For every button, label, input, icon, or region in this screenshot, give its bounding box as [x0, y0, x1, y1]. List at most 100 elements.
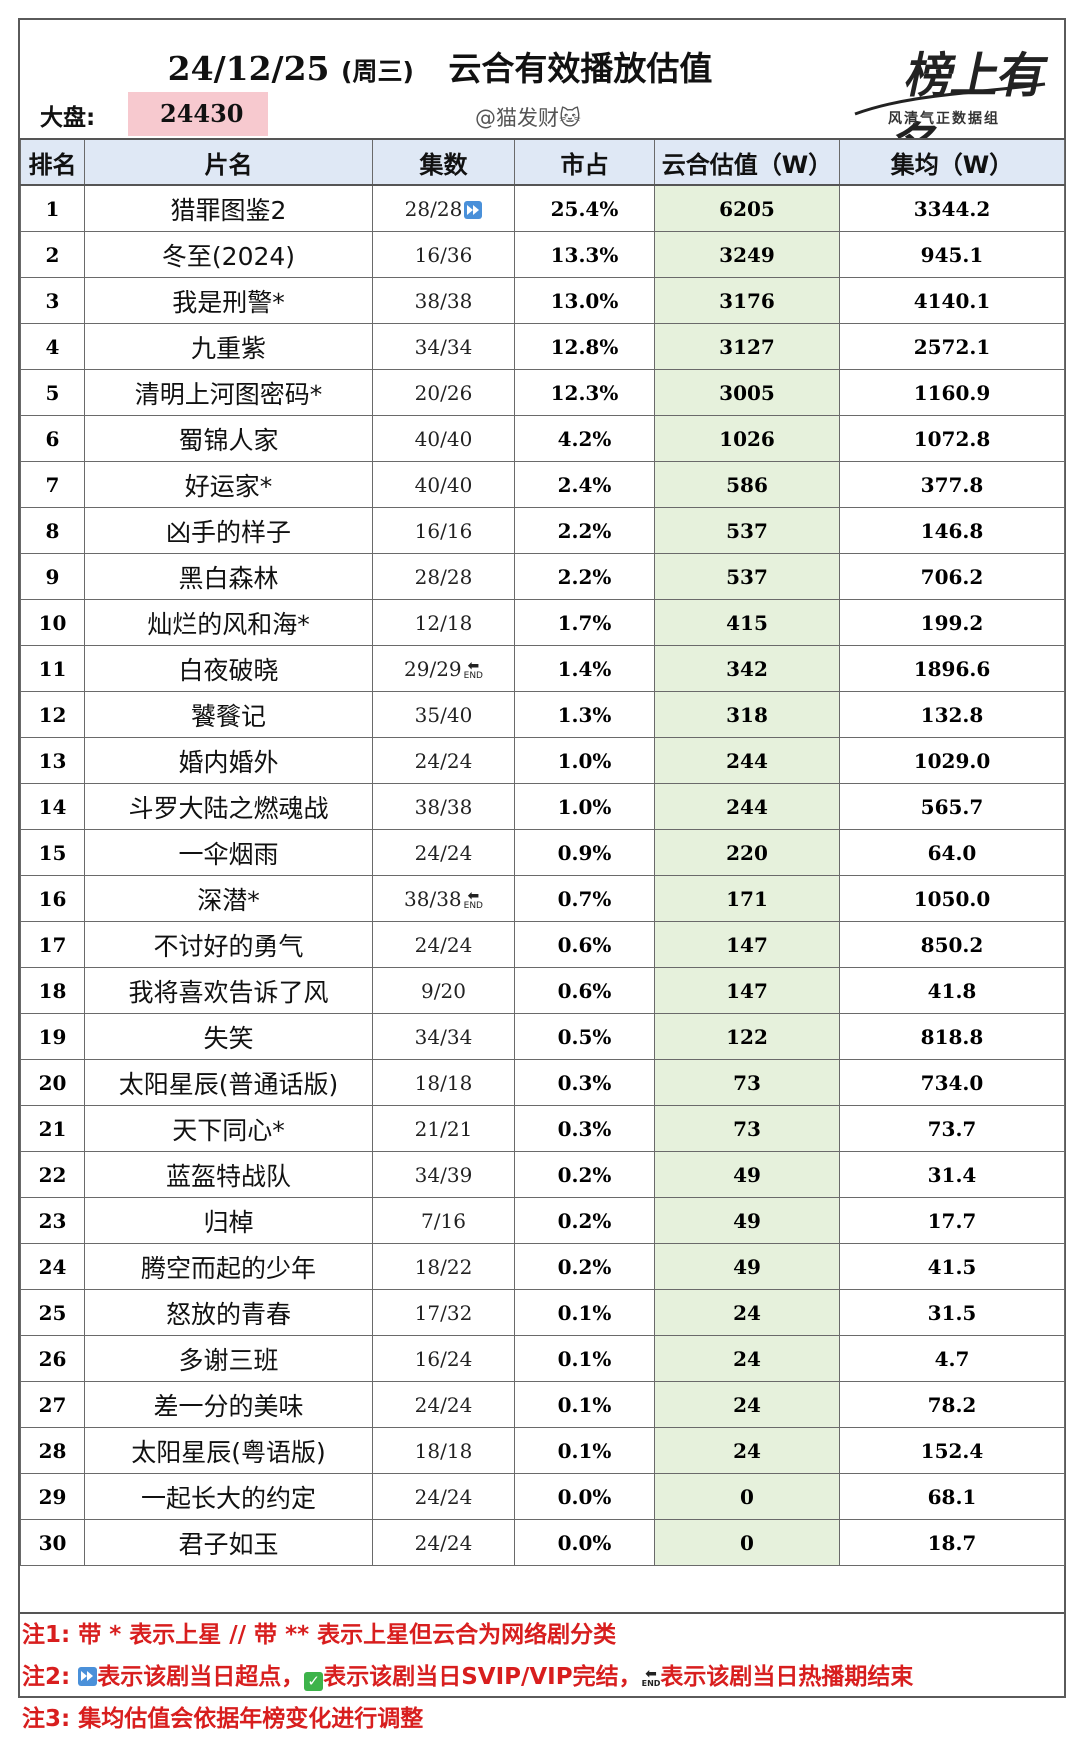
cell-value: 537: [654, 553, 840, 600]
table-row: 28 太阳星辰(粤语版) 18/18 0.1% 24 152.4: [20, 1427, 1065, 1474]
cell-rank-text: 16: [38, 886, 67, 911]
table-row: 27 差一分的美味 24/24 0.1% 24 78.2: [20, 1381, 1065, 1428]
cell-rank: 17: [20, 921, 85, 968]
cell-name-text: 一起长大的约定: [140, 1483, 316, 1513]
cell-value: 220: [654, 829, 840, 876]
cell-episodes-text: 24/24: [414, 1530, 473, 1555]
cell-rank: 18: [20, 967, 85, 1014]
cell-episodes-text: 40/40: [414, 472, 473, 497]
table-row: 17 不讨好的勇气 24/24 0.6% 147 850.2: [20, 921, 1065, 968]
table-row: 8 凶手的样子 16/16 2.2% 537 146.8: [20, 507, 1065, 554]
cell-episodes-text: 34/34: [414, 1024, 473, 1049]
cell-avg: 146.8: [839, 507, 1065, 554]
cell-name: 君子如玉: [84, 1519, 373, 1566]
cell-share-text: 0.1%: [557, 1300, 612, 1325]
cell-name: 冬至(2024): [84, 231, 373, 278]
cell-avg-text: 18.7: [927, 1530, 977, 1555]
cell-name: 多谢三班: [84, 1335, 373, 1382]
cell-share-text: 0.7%: [557, 886, 612, 911]
cell-name: 失笑: [84, 1013, 373, 1060]
cell-name: 婚内婚外: [84, 737, 373, 784]
cell-name-text: 天下同心*: [172, 1115, 285, 1145]
cell-value: 0: [654, 1473, 840, 1520]
cell-rank-text: 14: [38, 794, 67, 819]
cell-episodes-text: 16/36: [414, 242, 473, 267]
cell-episodes: 24/24: [372, 737, 515, 784]
cell-episodes: 18/18: [372, 1427, 515, 1474]
cell-value-text: 244: [726, 748, 768, 773]
cell-episodes-text: 34/34: [414, 334, 473, 359]
table-header-row: 排名 片名 集数 市占 云合估值（W） 集均（W）: [20, 138, 1065, 186]
cell-share: 0.5%: [514, 1013, 655, 1060]
cell-name-text: 太阳星辰(粤语版): [131, 1437, 326, 1467]
cell-rank: 9: [20, 553, 85, 600]
cell-rank: 20: [20, 1059, 85, 1106]
cell-name-text: 蜀锦人家: [178, 425, 279, 455]
cell-rank: 23: [20, 1197, 85, 1244]
cell-avg: 31.5: [839, 1289, 1065, 1336]
cell-value-text: 171: [726, 886, 768, 911]
cell-name: 差一分的美味: [84, 1381, 373, 1428]
cell-episodes: 38/38: [372, 783, 515, 830]
cell-avg: 1160.9: [839, 369, 1065, 416]
cell-name-text: 怒放的青春: [165, 1299, 291, 1329]
cell-name-text: 太阳星辰(普通话版): [118, 1069, 339, 1099]
cell-share-text: 0.1%: [557, 1438, 612, 1463]
title-weekday: (周三): [341, 57, 414, 86]
cell-episodes: 34/34: [372, 1013, 515, 1060]
table-row: 19 失笑 34/34 0.5% 122 818.8: [20, 1013, 1065, 1060]
cell-name: 一起长大的约定: [84, 1473, 373, 1520]
cell-name-text: 灿烂的风和海*: [147, 609, 310, 639]
cell-value: 1026: [654, 415, 840, 462]
note-3: 注3: 集均估值会依据年榜变化进行调整: [20, 1698, 1064, 1740]
cell-avg-text: 132.8: [920, 702, 984, 727]
cell-rank-text: 1: [45, 196, 60, 221]
cell-rank-text: 6: [45, 426, 60, 451]
cell-share-text: 0.3%: [557, 1070, 612, 1095]
cell-name-text: 婚内婚外: [178, 747, 279, 777]
cell-rank-text: 17: [38, 932, 67, 957]
cell-avg: 945.1: [839, 231, 1065, 278]
table-row: 13 婚内婚外 24/24 1.0% 244 1029.0: [20, 737, 1065, 784]
cell-episodes: 40/40: [372, 415, 515, 462]
cell-value-text: 49: [733, 1162, 761, 1187]
ranking-table: 排名 片名 集数 市占 云合估值（W） 集均（W） 1 猎罪图鉴2 28/28 25.…: [20, 138, 1065, 1566]
cell-share-text: 2.4%: [557, 472, 612, 497]
table-row: 29 一起长大的约定 24/24 0.0% 0 68.1: [20, 1473, 1065, 1520]
cell-rank: 25: [20, 1289, 85, 1336]
cell-rank: 8: [20, 507, 85, 554]
cell-rank: 1: [20, 184, 85, 232]
cell-share-text: 2.2%: [557, 564, 612, 589]
cell-value: 3249: [654, 231, 840, 278]
title-text: 云合有效播放估值: [448, 49, 713, 88]
end-arrow-icon: ⬅ END: [641, 1666, 661, 1688]
cell-episodes: 16/36: [372, 231, 515, 278]
note-2-part2: 表示该剧当日SVIP/VIP完结，: [323, 1664, 642, 1690]
cell-share: 1.4%: [514, 645, 655, 692]
cell-avg: 4140.1: [839, 277, 1065, 324]
cell-share-text: 0.1%: [557, 1392, 612, 1417]
dapan-value: 24430: [128, 92, 268, 136]
cell-avg-text: 945.1: [920, 242, 984, 267]
cell-episodes: 21/21: [372, 1105, 515, 1152]
sheet-header: 24/12/25 (周三) 云合有效播放估值 大盘: 24430 @猫发财🐱 榜…: [20, 20, 1064, 174]
cell-name-text: 归棹: [203, 1207, 254, 1237]
cell-share: 12.3%: [514, 369, 655, 416]
cell-value-text: 537: [726, 518, 768, 543]
cell-name-text: 白夜破晓: [178, 655, 279, 685]
cell-name: 不讨好的勇气: [84, 921, 373, 968]
cell-episodes-text: 38/38: [404, 886, 462, 911]
cell-rank: 5: [20, 369, 85, 416]
cell-name-text: 九重紫: [190, 333, 266, 363]
cell-share: 0.3%: [514, 1105, 655, 1152]
cell-share-text: 25.4%: [550, 196, 619, 221]
cell-rank-text: 12: [38, 702, 67, 727]
cell-avg: 41.5: [839, 1243, 1065, 1290]
note-2-label: 注2:: [22, 1664, 71, 1690]
cell-avg-text: 4140.1: [913, 288, 991, 313]
cell-episodes: 34/34: [372, 323, 515, 370]
table-row: 4 九重紫 34/34 12.8% 3127 2572.1: [20, 323, 1065, 370]
cell-episodes-text: 7/16: [421, 1208, 466, 1233]
cell-value: 537: [654, 507, 840, 554]
cell-avg: 1050.0: [839, 875, 1065, 922]
